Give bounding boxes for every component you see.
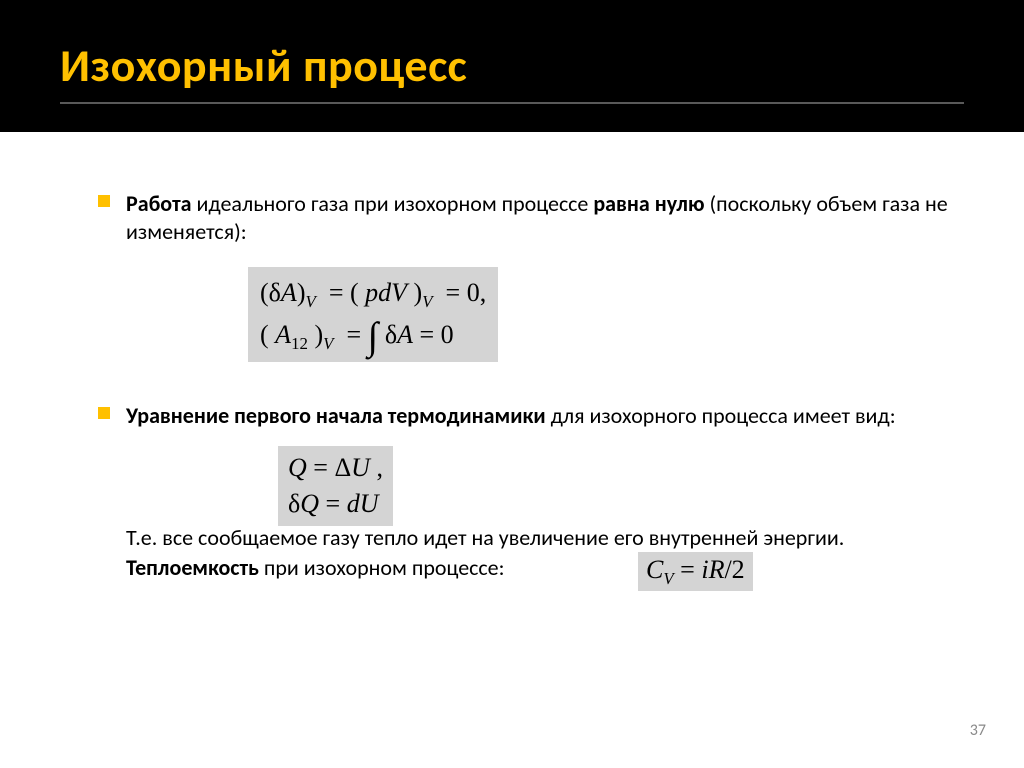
formula-block-1: (δA)V = ( pdV )V = 0, ( A12 )V = ∫ δA = … (248, 267, 498, 362)
strong-text: равна нулю (593, 190, 704, 217)
text: для изохорного процесса имеет вид: (546, 402, 896, 429)
slide-content: Работа идеального газа при изохорном про… (0, 132, 1024, 581)
text: при изохорном процессе: (259, 554, 505, 581)
formula-line: (δA)V = ( pdV )V = 0, (260, 273, 486, 315)
bullet-icon (98, 407, 110, 419)
formula-line: ( A12 )V = ∫ δA = 0 (260, 315, 486, 357)
paragraph-4: Теплоемкость при изохорном процессе: CV … (98, 554, 964, 582)
formula-block-2: Q = ΔU , δQ = dU (278, 446, 393, 527)
page-number: 37 (970, 721, 986, 740)
paragraph-2: Уравнение первого начала термодинамики д… (126, 402, 964, 430)
slide-header: Изохорный процесс (0, 0, 1024, 132)
bullet-icon (98, 195, 110, 207)
slide-title: Изохорный процесс (60, 38, 964, 94)
paragraph-1: Работа идеального газа при изохорном про… (126, 190, 964, 245)
strong-text: Уравнение первого начала термодинамики (126, 402, 546, 429)
paragraph-3: Т.е. все сообщаемое газу тепло идет на у… (98, 524, 964, 552)
strong-text: Работа (126, 190, 192, 217)
formula-line: Q = ΔU , (288, 450, 383, 486)
bullet-item-2: Уравнение первого начала термодинамики д… (98, 402, 964, 430)
bullet-item-1: Работа идеального газа при изохорном про… (98, 190, 964, 245)
text: Т.е. все сообщаемое газу тепло идет на у… (126, 524, 844, 551)
formula-cv: CV = iR/2 (638, 552, 753, 591)
formula-line: δQ = dU (288, 486, 383, 522)
strong-text: Теплоемкость (126, 554, 259, 581)
text: идеального газа при изохорном процессе (192, 190, 594, 217)
title-underline (60, 102, 964, 104)
